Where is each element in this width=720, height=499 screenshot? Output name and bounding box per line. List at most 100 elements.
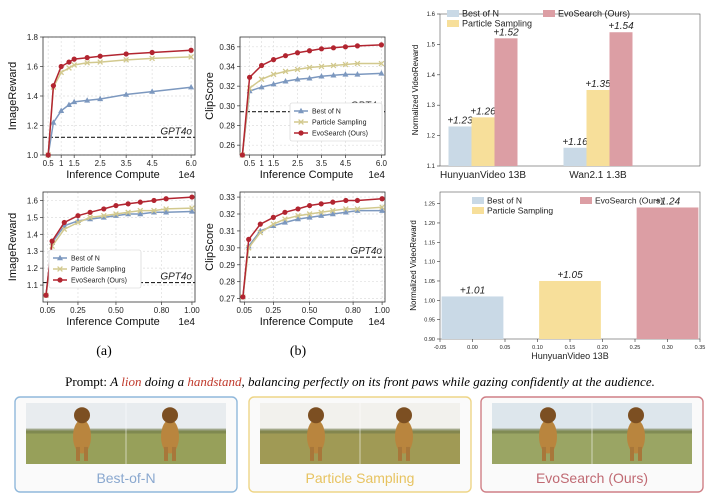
point-best_of_n bbox=[100, 214, 107, 220]
legend-box bbox=[289, 102, 383, 142]
y-tick-label: 1.5 bbox=[427, 42, 436, 48]
y-tick-label: 1.05 bbox=[424, 279, 435, 285]
prompt-part-1: A bbox=[109, 374, 121, 389]
point-evo bbox=[294, 50, 301, 56]
point-evo bbox=[306, 48, 313, 54]
example-caption: Particle Sampling bbox=[306, 470, 415, 486]
point-best_of_n bbox=[149, 88, 156, 94]
bar-bar_evo bbox=[494, 38, 518, 166]
x-axis-label: Inference Compute bbox=[260, 316, 354, 328]
point-particle bbox=[379, 204, 385, 211]
lion-figure-body bbox=[161, 419, 179, 454]
point-evo bbox=[343, 197, 349, 204]
y-tick-label: 0.28 bbox=[219, 122, 235, 131]
bar-value-label: +1.54 bbox=[608, 21, 634, 32]
example-caption: EvoSearch (Ours) bbox=[536, 470, 648, 486]
legend-label: Particle Sampling bbox=[71, 267, 126, 274]
plot-frame bbox=[42, 36, 196, 156]
point-particle bbox=[306, 64, 313, 71]
bar-bar_evo bbox=[609, 32, 633, 166]
point-best_of_n bbox=[270, 81, 277, 87]
x-tick-label: 1.5 bbox=[69, 159, 81, 168]
point-best_of_n bbox=[329, 210, 336, 217]
series-line-best_of_n bbox=[242, 209, 383, 297]
y-tick-label: 0.26 bbox=[219, 141, 235, 150]
legend-marker bbox=[298, 107, 304, 114]
x-axis-multiplier: 1e4 bbox=[178, 170, 195, 181]
prompt-caption: Prompt: A lion doing a handstand, balanc… bbox=[65, 374, 655, 389]
lion-figure-body bbox=[307, 419, 325, 454]
x-tick-label: 4.5 bbox=[147, 159, 159, 168]
x-tick-label: 1.5 bbox=[268, 159, 280, 168]
legend-swatch bbox=[472, 197, 484, 204]
legend-label: EvoSearch (Ours) bbox=[71, 278, 127, 285]
point-evo bbox=[379, 196, 385, 202]
point-evo bbox=[87, 209, 93, 215]
point-best_of_n bbox=[71, 98, 78, 105]
point-particle bbox=[306, 211, 313, 217]
point-evo bbox=[125, 201, 131, 207]
bar-bar_best bbox=[448, 126, 472, 166]
point-best_of_n bbox=[188, 83, 195, 90]
point-best_of_n bbox=[123, 91, 130, 97]
point-evo bbox=[282, 209, 288, 215]
x-tick-label: 3.5 bbox=[316, 159, 328, 168]
x-tick-label: 0.80 bbox=[154, 306, 170, 315]
chart-videoreward-hunyuan: 0.90 0.95 1.00 1.05 1.10 1.15 1.20 1.25 -0.05 0.0… bbox=[409, 191, 705, 361]
x-tick-label: 0.5 bbox=[43, 159, 55, 168]
y-tick-label: 1.8 bbox=[27, 33, 39, 42]
x-tick-label: 1.00 bbox=[374, 306, 390, 315]
lion-figure-body bbox=[395, 419, 413, 454]
x-category-label: Wan2.1 1.3B bbox=[569, 170, 627, 181]
point-evo bbox=[239, 152, 245, 158]
chart-imagereward-small-compute: 0.05 0.25 0.50 0.80 1.00 1.1 1.2 1.3 1.4 1.5 1.6 GP… bbox=[7, 191, 200, 328]
lion-figure-mane bbox=[540, 407, 556, 424]
point-particle bbox=[329, 207, 336, 214]
point-best_of_n bbox=[342, 209, 349, 215]
point-particle bbox=[75, 219, 81, 226]
point-particle bbox=[189, 205, 195, 211]
point-evo bbox=[84, 55, 90, 61]
lion-figure-mane bbox=[308, 407, 324, 424]
lion-figure-mane bbox=[74, 407, 90, 424]
x-tick-label: 0.15 bbox=[565, 345, 576, 351]
bar-value-label: +1.01 bbox=[460, 285, 485, 296]
point-best_of_n bbox=[318, 212, 325, 218]
legend-box bbox=[48, 249, 142, 289]
legend-marker bbox=[298, 119, 304, 125]
example-caption: Best-of-N bbox=[96, 470, 155, 486]
x-tick-label: 1 bbox=[259, 159, 264, 168]
chart-videoreward-models: 1.1 1.2 1.3 1.4 1.5 1.6 +1.23+1.26 +1.52 Hunyuan… bbox=[411, 9, 701, 181]
y-tick-label: 1.4 bbox=[27, 230, 39, 239]
y-tick-label: 1.00 bbox=[424, 298, 435, 304]
x-category-label: HunyuanVideo 13B bbox=[440, 170, 526, 181]
chart-imagereward-large-compute: 0.5 1 1.5 2.5 3.5 4.5 6.0 1.0 1.2 1.4 1.6 1.8 GPT4o I… bbox=[7, 33, 197, 181]
y-tick-label: 0.95 bbox=[424, 318, 435, 324]
point-best_of_n bbox=[282, 78, 289, 84]
legend-swatch bbox=[580, 197, 592, 204]
point-particle bbox=[257, 229, 264, 236]
y-tick-label: 0.90 bbox=[424, 337, 435, 343]
chart-clipscore-small-compute: 0.05 0.25 0.50 0.80 1.00 0.27 0.28 0.29 0.30 0.31… bbox=[204, 191, 390, 328]
point-evo bbox=[240, 294, 246, 300]
y-axis-label: Normalized VideoReward bbox=[411, 45, 420, 136]
bar-value-label: +1.52 bbox=[493, 27, 519, 38]
bar-value-label: +1.35 bbox=[585, 79, 611, 90]
point-best_of_n bbox=[150, 209, 157, 215]
legend-label: Best of N bbox=[487, 196, 522, 206]
legend-marker bbox=[298, 130, 304, 136]
x-axis-label: Inference Compute bbox=[260, 169, 354, 181]
lion-figure-leg bbox=[172, 446, 176, 461]
point-evo bbox=[49, 238, 55, 244]
point-evo bbox=[97, 53, 103, 59]
lion-figure-body bbox=[73, 419, 91, 454]
x-tick-label: 6.0 bbox=[186, 159, 198, 168]
point-particle bbox=[354, 206, 361, 212]
x-tick-label: 4.5 bbox=[340, 159, 352, 168]
bar-value-label: +1.26 bbox=[470, 106, 496, 117]
bar-bar_best bbox=[563, 147, 587, 166]
point-particle bbox=[378, 60, 385, 67]
point-evo bbox=[75, 213, 81, 219]
legend-label: EvoSearch (Ours) bbox=[595, 196, 663, 206]
